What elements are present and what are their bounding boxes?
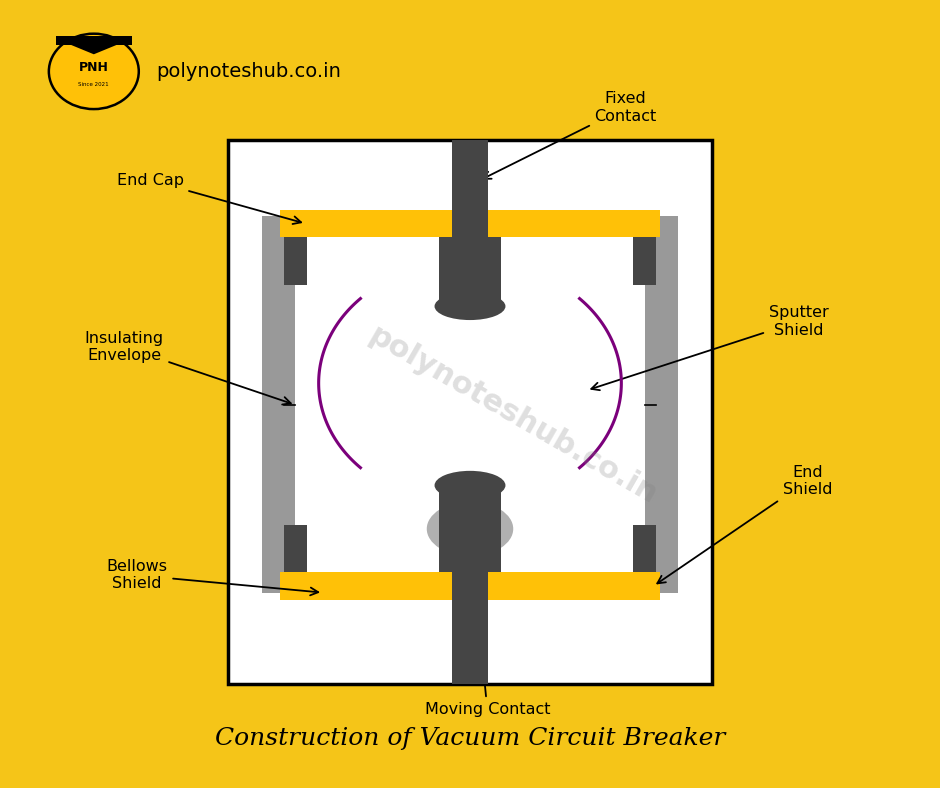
Bar [634,526,656,572]
Text: Fixed
Contact: Fixed Contact [483,91,657,179]
Text: End
Shield: End Shield [657,465,832,583]
Text: Since 2021: Since 2021 [79,82,109,87]
Bar [452,140,488,210]
Bar [452,210,488,307]
Bar [284,237,306,284]
Text: End Cap: End Cap [117,173,301,224]
Polygon shape [70,45,117,54]
FancyBboxPatch shape [55,36,132,45]
Bar [284,526,306,572]
Text: polynoteshub.co.in: polynoteshub.co.in [364,322,663,511]
Bar [280,572,660,600]
Bar [227,140,713,684]
Text: Moving Contact: Moving Contact [425,626,550,717]
Circle shape [49,34,139,109]
Bar [634,237,656,284]
Bar [452,600,488,684]
Bar [645,217,678,593]
Text: PNH: PNH [79,61,109,74]
Bar [439,237,501,307]
Text: polynoteshub.co.in: polynoteshub.co.in [156,62,341,81]
Bar [280,210,660,237]
Text: Sputter
Shield: Sputter Shield [591,305,828,390]
Text: Bellows
Shield: Bellows Shield [106,559,319,596]
Bar [262,217,295,593]
Ellipse shape [434,292,506,320]
Ellipse shape [427,502,513,556]
Ellipse shape [434,471,506,500]
Text: Insulating
Envelope: Insulating Envelope [85,331,290,404]
Bar [452,572,488,600]
Text: Construction of Vacuum Circuit Breaker: Construction of Vacuum Circuit Breaker [215,727,725,750]
Bar [439,485,501,572]
